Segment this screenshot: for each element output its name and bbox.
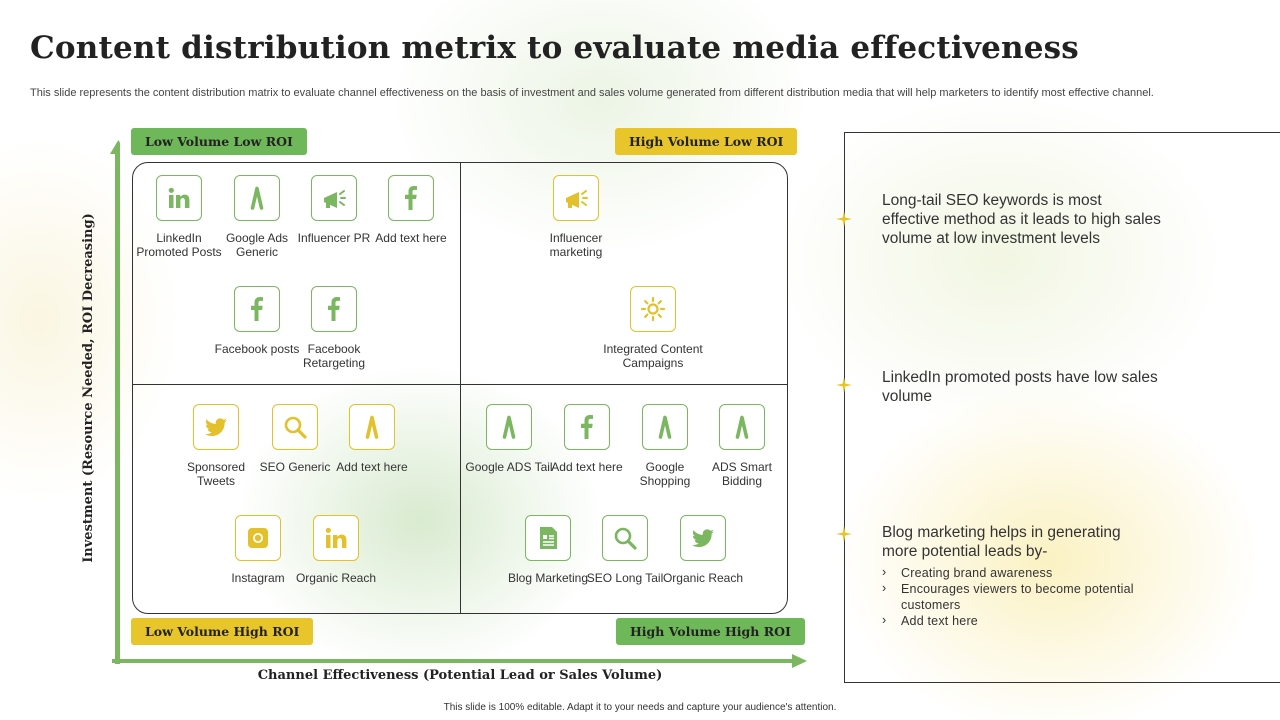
y-axis-label: Investment (Resource Needed, ROI Decreas… <box>81 213 96 563</box>
insight-note-blog-text: Blog marketing helps in generating more … <box>882 524 1121 560</box>
linkedin-icon <box>156 175 202 221</box>
channel-blog-marketing: Blog Marketing <box>503 515 593 585</box>
channel-add-text: Add text here <box>542 404 632 474</box>
footer-note: This slide is 100% editable. Adapt it to… <box>443 702 837 713</box>
channel-label: Add text here <box>336 460 408 474</box>
channel-label: SEO Long Tail <box>586 571 664 585</box>
google-ads-icon <box>349 404 395 450</box>
channel-ads-smart-bidding: ADS Smart Bidding <box>697 404 787 488</box>
x-axis-arrow <box>112 654 807 668</box>
channel-label: Google ADS Tail <box>465 460 553 474</box>
channel-organic-reach: Organic Reach <box>291 515 381 585</box>
google-ads-icon <box>486 404 532 450</box>
channel-add-text: Add text here <box>327 404 417 474</box>
linkedin-icon <box>313 515 359 561</box>
google-ads-icon <box>234 175 280 221</box>
quadrant-label-low-volume-low-roi: Low Volume Low ROI <box>131 128 307 155</box>
channel-label: Organic Reach <box>295 571 377 585</box>
channel-google-shopping: Google Shopping <box>620 404 710 488</box>
insight-bullet-list: Creating brand awareness Encourages view… <box>882 564 1157 629</box>
channel-label: Google Ads Generic <box>225 231 289 259</box>
channel-label: Google Shopping <box>639 460 691 488</box>
channel-google-ads-generic: Google Ads Generic <box>212 175 302 259</box>
channel-linkedin-promoted-posts: LinkedIn Promoted Posts <box>134 175 224 259</box>
bullet-item: Add text here <box>882 612 1157 629</box>
channel-label: Instagram <box>231 571 285 585</box>
channel-label: Influencer marketing <box>549 231 603 259</box>
google-ads-icon <box>642 404 688 450</box>
channel-seo-long-tail: SEO Long Tail <box>580 515 670 585</box>
channel-facebook-posts: Facebook posts <box>212 286 302 356</box>
instagram-icon <box>235 515 281 561</box>
distribution-matrix <box>132 162 788 614</box>
facebook-icon <box>234 286 280 332</box>
twitter-icon <box>680 515 726 561</box>
twitter-icon <box>193 404 239 450</box>
sparkle-icon <box>836 211 852 227</box>
channel-add-text: Add text here <box>366 175 456 245</box>
facebook-icon <box>564 404 610 450</box>
insight-note-seo: Long-tail SEO keywords is most effective… <box>882 192 1161 247</box>
bullet-item: Creating brand awareness <box>882 564 1157 581</box>
channel-label: Add text here <box>551 460 623 474</box>
channel-influencer-marketing: Influencer marketing <box>531 175 621 259</box>
sparkle-icon <box>836 526 852 542</box>
channel-label: SEO Generic <box>259 460 331 474</box>
channel-label: ADS Smart Bidding <box>711 460 772 488</box>
channel-label: Sponsored Tweets <box>186 460 246 488</box>
quadrant-label-high-volume-low-roi: High Volume Low ROI <box>615 128 798 155</box>
insights-panel <box>844 132 1280 683</box>
insight-note-linkedin: LinkedIn promoted posts have low sales v… <box>882 369 1158 405</box>
channel-sponsored-tweets: Sponsored Tweets <box>171 404 261 488</box>
channel-label: Influencer PR <box>297 231 371 245</box>
channel-facebook-retargeting: Facebook Retargeting <box>289 286 379 370</box>
sun-icon <box>630 286 676 332</box>
search-icon <box>602 515 648 561</box>
bullet-item: Encourages viewers to become potential c… <box>882 580 1157 613</box>
channel-label: LinkedIn Promoted Posts <box>136 231 222 259</box>
channel-influencer-pr: Influencer PR <box>289 175 379 245</box>
channel-integrated-content-campaigns: Integrated Content Campaigns <box>598 286 708 370</box>
google-ads-icon <box>719 404 765 450</box>
matrix-horizontal-divider <box>133 384 787 385</box>
channel-seo-generic: SEO Generic <box>250 404 340 474</box>
facebook-icon <box>311 286 357 332</box>
channel-label: Blog Marketing <box>507 571 589 585</box>
facebook-icon <box>388 175 434 221</box>
page-subtitle: This slide represents the content distri… <box>30 87 1154 99</box>
search-icon <box>272 404 318 450</box>
quadrant-label-low-volume-high-roi: Low Volume High ROI <box>131 618 314 645</box>
megaphone-icon <box>553 175 599 221</box>
channel-label: Facebook Retargeting <box>302 342 366 370</box>
insight-note-blog: Blog marketing helps in generating more … <box>882 523 1157 629</box>
channel-label: Facebook posts <box>214 342 300 356</box>
matrix-vertical-divider <box>460 163 461 613</box>
megaphone-icon <box>311 175 357 221</box>
sparkle-icon <box>836 377 852 393</box>
channel-label: Add text here <box>375 231 447 245</box>
channel-google-ads-tail: Google ADS Tail <box>464 404 554 474</box>
y-axis-arrow <box>110 140 120 664</box>
blog-icon <box>525 515 571 561</box>
x-axis-label: Channel Effectiveness (Potential Lead or… <box>257 668 663 683</box>
channel-instagram: Instagram <box>213 515 303 585</box>
channel-label: Organic Reach <box>662 571 744 585</box>
channel-label: Integrated Content Campaigns <box>603 342 703 370</box>
channel-organic-reach: Organic Reach <box>658 515 748 585</box>
page-title: Content distribution metrix to evaluate … <box>30 30 1079 66</box>
quadrant-label-high-volume-high-roi: High Volume High ROI <box>616 618 805 645</box>
